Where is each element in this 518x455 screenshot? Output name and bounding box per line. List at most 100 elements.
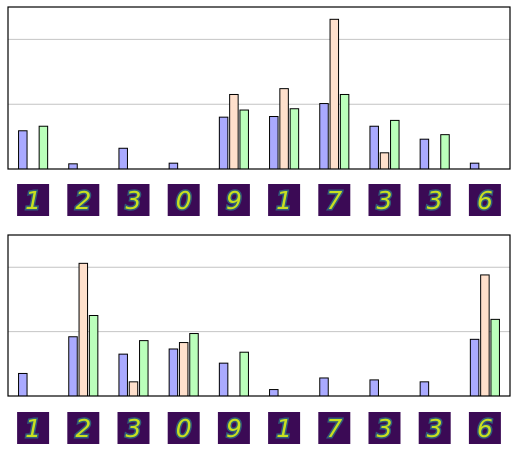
thumbnail-digit-glow: 3 (427, 186, 443, 215)
bar (18, 130, 28, 170)
digit-thumbnail: 33 (368, 184, 401, 217)
thumbnail-background (268, 412, 301, 444)
thumbnail-digit-glow: 7 (326, 414, 342, 443)
thumbnail-digit: 3 (427, 414, 443, 443)
thumbnail-background (268, 184, 301, 216)
thumbnail-background (67, 184, 100, 216)
digit-thumbnail: 66 (468, 184, 501, 217)
thumbnail-digit-glow: 1 (276, 414, 292, 443)
thumbnail-digit: 2 (75, 186, 91, 215)
thumbnail-background (418, 184, 451, 216)
thumbnail-digit-glow: 6 (477, 414, 493, 443)
thumbnail-digit-glow: 1 (25, 186, 41, 215)
bar (319, 377, 329, 397)
thumbnail-background (17, 412, 50, 444)
bar (78, 262, 89, 397)
digit-thumbnail: 99 (217, 412, 250, 445)
thumbnail-digit: 7 (326, 186, 342, 215)
bar (279, 88, 289, 170)
bar (178, 342, 189, 397)
bar (128, 381, 139, 397)
thumbnail-digit-glow: 3 (126, 186, 142, 215)
bar (419, 138, 430, 170)
thumbnail-background (468, 412, 501, 444)
bar (239, 351, 249, 397)
digit-thumbnail: 33 (418, 412, 451, 445)
digit-thumbnail: 77 (318, 184, 351, 217)
bar (469, 162, 480, 170)
bar (490, 318, 500, 397)
thumbnail-background (468, 184, 501, 216)
thumbnail-digit-glow: 0 (176, 186, 192, 215)
thumbnail-digit: 1 (25, 186, 41, 215)
thumbnail-digit-glow: 3 (126, 414, 142, 443)
thumbnail-digit-glow: 3 (427, 414, 443, 443)
bar-chart-1: 11 22 33 00 99 11 77 33 33 66 (7, 6, 511, 217)
bar-chart-2: 11 22 33 00 99 11 77 33 33 66 (7, 234, 511, 445)
thumbnail-digit-glow: 1 (276, 186, 292, 215)
digit-thumbnail: 11 (268, 184, 301, 217)
digit-thumbnail: 11 (17, 412, 50, 445)
thumbnail-digit: 1 (25, 414, 41, 443)
thumbnail-digit: 3 (377, 186, 393, 215)
bar (269, 389, 279, 397)
thumbnail-digit-glow: 6 (477, 186, 493, 215)
bar (139, 340, 149, 397)
plot-frame (7, 234, 511, 397)
bar (118, 147, 128, 170)
thumbnail-digit-glow: 9 (226, 186, 242, 215)
thumbnail-digit: 0 (176, 186, 192, 215)
bar (379, 152, 390, 170)
thumbnail-background (318, 412, 351, 444)
thumbnail-digit-glow: 2 (75, 414, 91, 443)
thumbnail-digit: 3 (126, 414, 142, 443)
digit-thumbnail: 11 (17, 184, 50, 217)
bar (168, 348, 179, 397)
thumbnail-background (117, 184, 150, 216)
bar (469, 338, 480, 397)
thumbnail-digit: 3 (427, 186, 443, 215)
bar (339, 93, 350, 170)
bar (189, 333, 199, 397)
thumbnail-digit-glow: 7 (326, 186, 342, 215)
thumbnail-background (67, 412, 100, 444)
bar (390, 119, 400, 170)
digit-thumbnail: 00 (167, 184, 200, 217)
plot-frame (7, 6, 511, 170)
thumbnail-digit-glow: 2 (75, 186, 91, 215)
bar (269, 116, 279, 170)
thumbnail-digit: 9 (226, 186, 242, 215)
bar (419, 381, 430, 397)
digit-thumbnail: 33 (418, 184, 451, 217)
digit-thumbnail: 33 (117, 184, 150, 217)
thumbnail-digit-glow: 9 (226, 414, 242, 443)
bar (18, 372, 28, 397)
thumbnail-background (117, 412, 150, 444)
thumbnail-background (318, 184, 351, 216)
digit-thumbnail: 33 (117, 412, 150, 445)
bar (118, 353, 128, 397)
thumbnail-background (167, 184, 200, 216)
thumbnail-digit-glow: 3 (377, 414, 393, 443)
thumbnail-digit: 2 (75, 414, 91, 443)
thumbnail-digit: 0 (176, 414, 192, 443)
digit-thumbnail: 00 (167, 412, 200, 445)
digit-thumbnail: 99 (217, 184, 250, 217)
thumbnail-digit: 1 (276, 414, 292, 443)
thumbnail-background (217, 184, 250, 216)
bar (480, 274, 490, 397)
thumbnail-digit: 3 (377, 414, 393, 443)
thumbnail-digit: 3 (126, 186, 142, 215)
bar (68, 163, 78, 170)
bar (319, 103, 329, 170)
digit-thumbnail: 11 (268, 412, 301, 445)
thumbnail-digit: 1 (276, 186, 292, 215)
digit-thumbnail: 22 (67, 412, 100, 445)
thumbnail-background (418, 412, 451, 444)
bar (88, 315, 99, 397)
bar (369, 379, 379, 397)
bar (369, 125, 379, 170)
thumbnail-background (368, 184, 401, 216)
thumbnail-digit-glow: 3 (377, 186, 393, 215)
thumbnail-digit-glow: 0 (176, 414, 192, 443)
